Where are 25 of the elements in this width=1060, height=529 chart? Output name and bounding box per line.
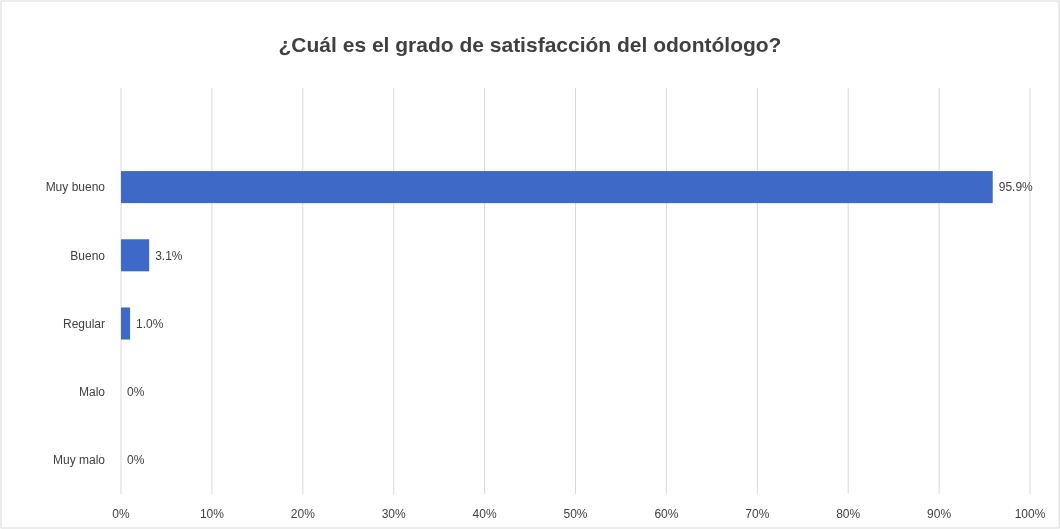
x-tick-label: 50% bbox=[563, 507, 588, 521]
chart-title: ¿Cuál es el grado de satisfacción del odontólogo? bbox=[278, 33, 782, 56]
bar bbox=[121, 171, 993, 204]
data-label: 95.9% bbox=[998, 180, 1034, 195]
y-tick-label: Bueno bbox=[70, 248, 106, 263]
data-label: 0% bbox=[127, 384, 145, 399]
x-tick-label: 40% bbox=[472, 507, 497, 521]
x-tick-label: 10% bbox=[199, 507, 225, 521]
data-label: 1.0% bbox=[136, 316, 164, 331]
y-tick-label: Muy malo bbox=[52, 453, 106, 468]
x-tick-label: 70% bbox=[745, 507, 770, 521]
y-tick-label: Malo bbox=[78, 384, 106, 399]
data-label: 0% bbox=[127, 453, 145, 468]
x-tick-label: 100% bbox=[1014, 507, 1046, 521]
bar bbox=[121, 239, 150, 272]
bar bbox=[121, 307, 131, 340]
x-tick-label: 80% bbox=[836, 507, 861, 521]
x-tick-label: 20% bbox=[290, 507, 316, 521]
x-tick-label: 60% bbox=[654, 507, 679, 521]
y-tick-label: Muy bueno bbox=[45, 180, 106, 195]
data-label: 3.1% bbox=[155, 248, 183, 263]
y-tick-label: Regular bbox=[62, 316, 105, 331]
x-tick-label: 90% bbox=[927, 507, 952, 521]
x-tick-label: 30% bbox=[381, 507, 407, 521]
x-tick-label: 0% bbox=[112, 507, 130, 521]
